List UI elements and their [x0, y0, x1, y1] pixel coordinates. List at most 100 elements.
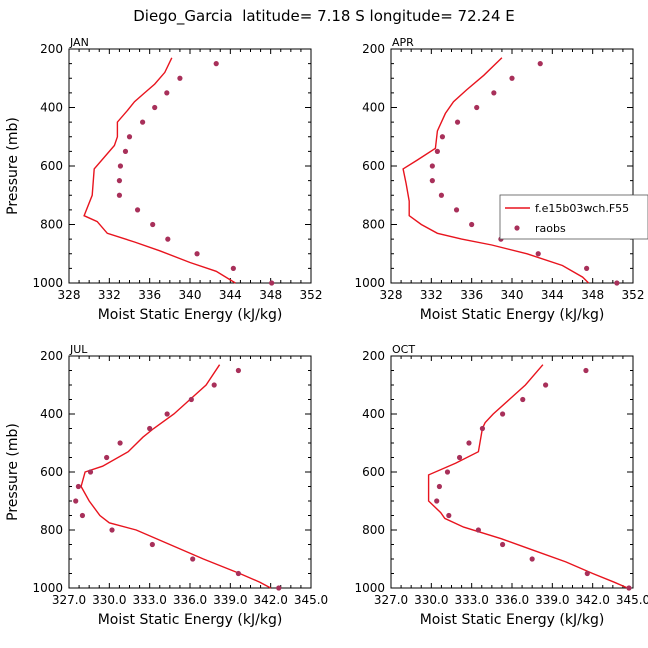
raobs-point	[584, 570, 590, 577]
y-tick-label: 600	[40, 465, 63, 479]
model-profile-line	[83, 57, 236, 284]
plot-frame	[68, 48, 312, 284]
y-tick-label: 600	[362, 159, 385, 173]
y-tick-label: 600	[362, 465, 385, 479]
x-tick-label: 330.0	[414, 593, 448, 607]
plot-frame	[390, 355, 634, 589]
legend-raobs-label: raobs	[535, 222, 566, 235]
x-tick-label: 348	[581, 288, 604, 302]
raobs-point	[499, 411, 506, 417]
panel-label: JUL	[69, 343, 88, 356]
x-axis-label: Moist Static Energy (kJ/kg)	[420, 612, 605, 628]
x-tick-label: 344	[219, 288, 242, 302]
x-tick-label: 342.0	[253, 593, 287, 607]
raobs-point	[116, 192, 123, 198]
raobs-point	[499, 541, 506, 548]
model-profile-line	[402, 57, 590, 284]
raobs-point	[535, 251, 541, 257]
y-tick-label: 1000	[32, 276, 63, 290]
figure-title: Diego_Garcia latitude= 7.18 S longitude=…	[133, 7, 514, 26]
x-tick-label: 336.0	[495, 593, 529, 607]
raobs-point	[188, 396, 194, 403]
raobs-point	[584, 265, 590, 271]
legend-model-label: f.e15b03wch.F55	[535, 202, 629, 215]
raobs-point	[439, 134, 446, 140]
chart-panel-jul: 327.0 330.0 333.0 336.0 339.0 342.0 345.0 200 40…	[5, 343, 328, 628]
x-tick-label: 328	[58, 288, 81, 302]
x-tick-label: 352	[300, 288, 323, 302]
raobs-point	[456, 454, 463, 461]
x-tick-label: 336	[460, 288, 483, 302]
raobs-point	[537, 61, 543, 67]
raobs-point	[479, 425, 486, 432]
x-tick-label: 342.0	[575, 593, 609, 607]
y-tick-label: 200	[362, 349, 385, 363]
chart-panels: 328 332 336 340 344 348 352 200 400 600 800 1000 JAN…	[5, 36, 648, 628]
y-tick-label: 800	[40, 218, 63, 232]
x-tick-label: 332	[98, 288, 121, 302]
x-tick-label: 327.0	[52, 593, 86, 607]
raobs-point	[614, 280, 620, 286]
legend-box	[499, 194, 648, 240]
x-tick-label: 344	[541, 288, 564, 302]
x-tick-label: 332	[420, 288, 443, 302]
raobs-point	[134, 207, 141, 213]
raobs-point	[109, 527, 115, 533]
raobs-point	[147, 425, 153, 432]
x-tick-label: 340	[179, 288, 202, 302]
raobs-point	[543, 382, 549, 388]
y-tick-label: 1000	[354, 581, 385, 595]
x-tick-label: 328	[380, 288, 403, 302]
y-tick-label: 800	[362, 218, 385, 232]
raobs-point	[73, 498, 79, 504]
x-tick-label: 340	[501, 288, 524, 302]
raobs-point	[520, 396, 526, 403]
raobs-point	[87, 469, 94, 475]
raobs-point	[436, 483, 442, 490]
raobs-point	[429, 178, 435, 184]
x-tick-label: 333.0	[132, 593, 166, 607]
raobs-point	[438, 192, 445, 198]
raobs-point	[164, 90, 170, 96]
raobs-point	[211, 382, 217, 388]
raobs-point	[140, 119, 146, 125]
x-axis-label: Moist Static Energy (kJ/kg)	[98, 307, 283, 323]
y-tick-label: 400	[40, 101, 63, 115]
model-profile-line	[80, 364, 272, 589]
x-tick-label: 339.0	[213, 593, 247, 607]
y-axis-label: Pressure (mb)	[5, 423, 21, 521]
raobs-point	[117, 440, 123, 446]
raobs-point	[230, 265, 236, 271]
panel-label: JAN	[69, 36, 89, 49]
raobs-point	[509, 75, 515, 81]
x-tick-label: 336.0	[173, 593, 207, 607]
raobs-point	[444, 469, 451, 475]
raobs-point	[149, 541, 155, 548]
chart-panel-apr: 328 332 336 340 344 348 352 200 400 600 800 1000 APR…	[354, 36, 648, 323]
panel-label: OCT	[392, 343, 415, 356]
raobs-point	[453, 207, 460, 213]
y-tick-label: 200	[40, 42, 63, 56]
raobs-point	[276, 585, 282, 591]
raobs-point	[150, 221, 156, 228]
raobs-point	[104, 454, 110, 461]
y-tick-label: 400	[40, 407, 63, 421]
raobs-point	[583, 367, 589, 374]
x-tick-label: 352	[622, 288, 645, 302]
raobs-point	[152, 104, 158, 111]
raobs-point	[434, 148, 440, 154]
x-tick-label: 345.0	[616, 593, 648, 607]
legend-raobs-swatch	[514, 225, 520, 231]
y-tick-label: 600	[40, 159, 63, 173]
x-tick-label: 345.0	[294, 593, 328, 607]
x-tick-label: 339.0	[535, 593, 569, 607]
raobs-point	[529, 556, 535, 562]
raobs-point	[165, 236, 171, 242]
y-tick-label: 800	[362, 523, 385, 537]
x-axis-label: Moist Static Energy (kJ/kg)	[98, 612, 283, 628]
plot-frame	[390, 48, 634, 284]
raobs-point	[194, 251, 200, 257]
raobs-point	[126, 134, 133, 140]
y-tick-label: 1000	[32, 581, 63, 595]
